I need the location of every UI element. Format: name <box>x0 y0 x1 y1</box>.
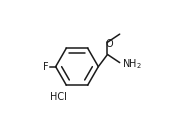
Text: F: F <box>43 62 49 72</box>
Text: HCl: HCl <box>49 92 66 102</box>
Text: NH$_2$: NH$_2$ <box>122 57 141 70</box>
Text: O: O <box>106 39 114 49</box>
